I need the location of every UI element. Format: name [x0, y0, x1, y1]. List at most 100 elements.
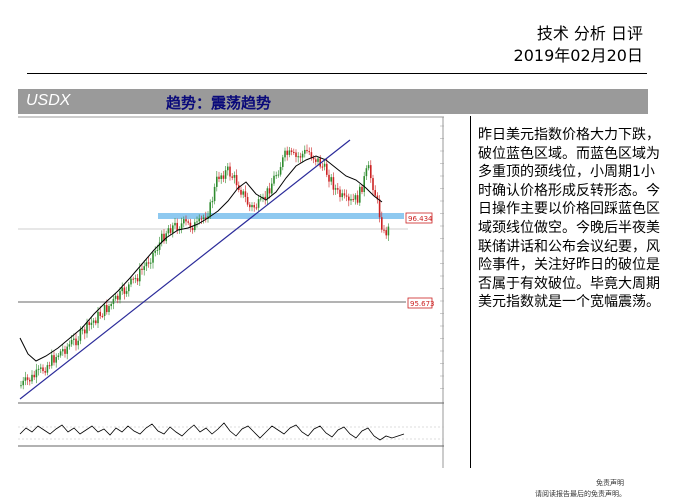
candle-body — [315, 159, 317, 162]
candle-body — [361, 186, 363, 192]
candle-body — [163, 233, 165, 242]
candle-body — [260, 198, 262, 200]
candle-body — [286, 150, 288, 155]
candle-body — [229, 166, 231, 177]
candle-body — [174, 222, 176, 226]
candle-body — [343, 193, 346, 196]
candle-body — [244, 191, 247, 197]
candle-body — [222, 175, 225, 179]
candle-body — [295, 152, 297, 157]
candle-body — [81, 329, 84, 331]
candle-body — [350, 199, 352, 201]
candle-body — [152, 252, 154, 263]
report-title: 技术 分析 日评 — [536, 24, 643, 43]
candle-body — [277, 174, 280, 176]
candle-body — [29, 379, 31, 382]
candle-body — [167, 228, 170, 234]
candle-body — [121, 287, 123, 292]
candle-body — [90, 322, 93, 325]
candle-body — [290, 150, 293, 152]
candle-body — [306, 149, 308, 152]
candle-body — [284, 150, 286, 158]
candle-body — [51, 355, 53, 366]
candle-body — [224, 170, 227, 179]
candle-body — [99, 311, 101, 316]
candle-body — [231, 176, 233, 178]
candle-body — [183, 219, 185, 224]
candle-body — [220, 175, 222, 179]
candle-body — [268, 188, 271, 194]
candle-body — [246, 196, 249, 205]
header-divider — [27, 73, 647, 74]
candle-body — [73, 338, 75, 340]
candle-body — [378, 199, 381, 218]
candle-body — [35, 369, 38, 378]
candle-body — [128, 284, 130, 292]
candle-body — [209, 202, 211, 217]
candle-body — [323, 163, 326, 167]
candle-body — [218, 176, 220, 179]
candle-body — [95, 320, 97, 324]
candle-body — [161, 233, 163, 243]
candle-body — [101, 315, 104, 317]
candle-body — [59, 351, 62, 356]
candle-body — [321, 166, 324, 168]
candle-body — [70, 339, 73, 345]
candle-body — [26, 377, 29, 380]
candle-body — [123, 287, 126, 294]
candle-body — [387, 226, 390, 236]
candle-body — [341, 193, 343, 198]
candle-body — [354, 195, 357, 200]
candle-body — [189, 222, 192, 228]
candle-body — [55, 357, 57, 363]
resistance-label-box — [405, 212, 433, 224]
candle-body — [271, 183, 273, 194]
candle-body — [108, 306, 110, 313]
candle-body — [282, 157, 284, 167]
candle-body — [84, 329, 86, 334]
candle-body — [275, 175, 277, 177]
candle-body — [374, 190, 376, 196]
candle-body — [235, 175, 238, 186]
candle-body — [365, 168, 368, 177]
candle-body — [31, 374, 33, 382]
candle-body — [191, 227, 194, 231]
candle-body — [345, 195, 348, 197]
candle-body — [370, 165, 372, 179]
candle-body — [136, 278, 139, 282]
candle-body — [46, 365, 49, 373]
candle-body — [326, 163, 328, 175]
instrument-symbol: USDX — [26, 92, 71, 109]
candlestick-series — [20, 144, 390, 390]
candle-body — [77, 340, 79, 346]
candle-body — [132, 278, 134, 280]
candle-body — [106, 305, 108, 313]
candle-body — [114, 295, 117, 299]
candle-body — [112, 298, 115, 304]
candle-body — [150, 262, 152, 264]
candle-body — [385, 230, 387, 236]
candle-body — [119, 291, 121, 300]
candle-body — [255, 207, 258, 209]
candle-body — [125, 291, 128, 294]
candle-body — [372, 178, 374, 191]
candle-body — [312, 157, 315, 160]
candle-body — [86, 322, 88, 334]
candle-body — [310, 152, 313, 158]
candle-body — [97, 311, 99, 324]
candle-body — [317, 158, 319, 162]
candle-body — [356, 195, 359, 203]
candle-body — [308, 151, 310, 153]
candle-body — [64, 349, 66, 354]
candle-body — [172, 225, 174, 233]
candle-body — [383, 229, 385, 231]
candle-body — [33, 374, 35, 378]
candle-body — [165, 233, 167, 242]
candle-body — [154, 250, 156, 253]
oscillator-line — [19, 422, 405, 441]
disclaimer-note: 请阅读报告最后的免责声明。 — [535, 490, 626, 498]
candle-body — [187, 221, 189, 223]
candle-body — [75, 338, 77, 346]
uptrend-line — [19, 139, 351, 400]
candle-body — [79, 329, 82, 341]
